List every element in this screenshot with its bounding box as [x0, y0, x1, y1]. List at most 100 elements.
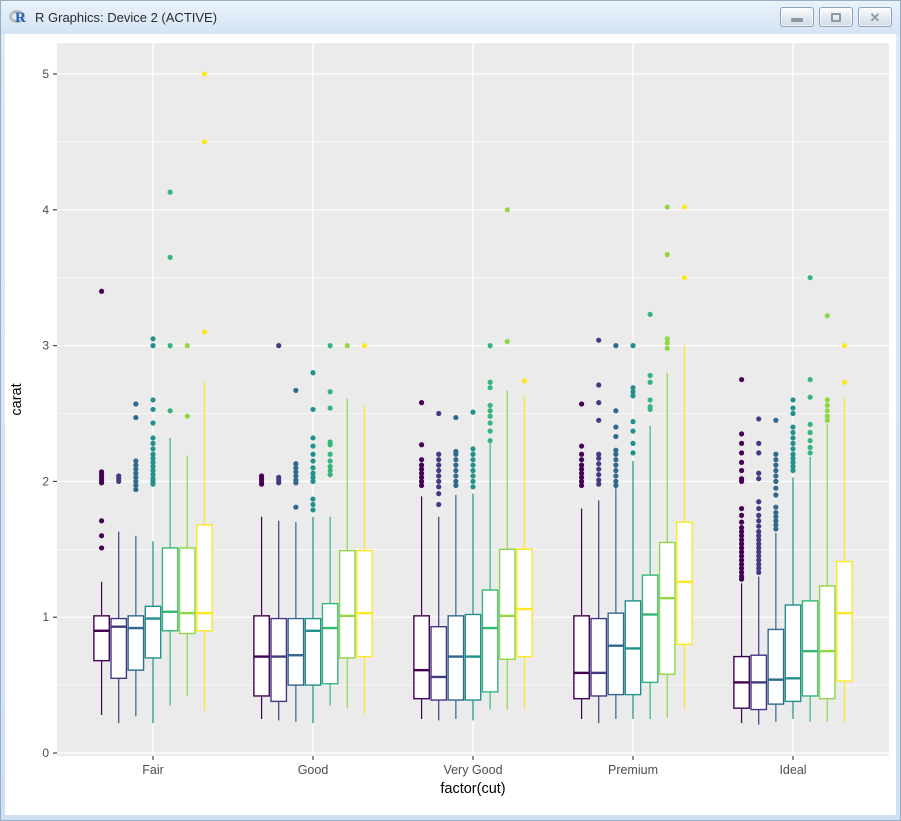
outlier-point: [487, 413, 493, 419]
maximize-button[interactable]: [819, 7, 853, 27]
outlier-point: [98, 469, 105, 475]
outlier-point: [681, 275, 688, 281]
outlier-point: [596, 466, 602, 472]
box: [516, 548, 533, 658]
outlier-point: [790, 467, 796, 474]
outlier-point: [790, 405, 796, 411]
outlier-point: [790, 446, 796, 452]
y-tick-label: 0: [42, 746, 49, 760]
box: [304, 617, 322, 686]
outlier-point: [647, 404, 653, 410]
box: [784, 604, 802, 703]
outlier-point: [470, 484, 476, 490]
boxplot-very-good-6: [498, 207, 516, 710]
outlier-point: [756, 553, 762, 559]
outlier-point: [470, 473, 476, 479]
outlier-point: [150, 467, 156, 474]
outlier-point: [487, 385, 493, 391]
outlier-point: [613, 408, 619, 414]
box: [658, 541, 676, 675]
outlier-point: [453, 467, 459, 474]
outlier-point: [824, 417, 830, 423]
outlier-point: [756, 505, 762, 512]
outlier-point: [790, 451, 796, 457]
outlier-point: [630, 343, 636, 349]
outlier-point: [790, 440, 796, 446]
outlier-point: [738, 512, 745, 518]
close-button[interactable]: ✕: [858, 7, 892, 27]
boxplot-fair-3: [127, 401, 145, 717]
box: [356, 549, 373, 658]
box: [607, 612, 625, 696]
outlier-point: [310, 501, 316, 508]
box: [590, 617, 608, 697]
outlier-point: [756, 565, 762, 571]
x-tick-label: Fair: [142, 763, 164, 777]
outlier-point: [630, 389, 636, 395]
outlier-point: [790, 459, 796, 465]
outlier-point: [470, 467, 476, 474]
outlier-point: [310, 465, 316, 471]
outlier-point: [613, 467, 619, 474]
outlier-point: [738, 541, 745, 547]
outlier-point: [150, 463, 156, 470]
outlier-point: [756, 561, 762, 567]
box: [144, 605, 162, 659]
outlier-point: [596, 337, 602, 343]
boxplot-good-4: [304, 370, 322, 724]
outlier-point: [824, 313, 830, 319]
outlier-point: [596, 382, 602, 388]
outlier-point: [310, 406, 316, 413]
outlier-point: [738, 569, 745, 575]
outlier-point: [418, 457, 425, 463]
boxplot-fair-2: [110, 473, 128, 724]
outlier-point: [738, 561, 745, 567]
outlier-point: [738, 537, 745, 543]
outlier-point: [647, 397, 653, 403]
outlier-point: [487, 379, 493, 385]
outlier-point: [453, 478, 459, 484]
outlier-point: [756, 541, 762, 547]
box: [338, 549, 356, 659]
outlier-point: [150, 420, 156, 426]
outlier-point: [150, 406, 156, 413]
boxplot-premium-3: [607, 343, 625, 720]
outlier-point: [487, 408, 493, 414]
outlier-point: [664, 336, 670, 342]
boxplot-very-good-4: [464, 409, 482, 721]
outlier-point: [436, 457, 442, 463]
outlier-point: [596, 461, 602, 467]
box: [287, 617, 305, 686]
outlier-point: [578, 451, 585, 457]
outlier-point: [841, 379, 848, 385]
outlier-point: [418, 442, 425, 448]
boxplot-fair-7: [196, 71, 213, 711]
outlier-point: [807, 429, 813, 436]
outlier-point: [756, 523, 762, 529]
outlier-point: [738, 553, 745, 559]
outlier-point: [613, 462, 619, 468]
outlier-point: [738, 545, 745, 551]
outlier-point: [150, 440, 156, 446]
outlier-point: [630, 440, 636, 446]
outlier-point: [738, 505, 745, 512]
plot-canvas: 0 1 2 3 4 5 Fair Good Very Good Premium Ideal facto…: [5, 34, 896, 815]
boxplot-premium-1: [573, 401, 590, 720]
outlier-point: [578, 466, 585, 472]
outlier-point: [133, 462, 139, 468]
outlier-point: [596, 472, 602, 478]
outlier-point: [756, 549, 762, 555]
outlier-point: [436, 410, 442, 417]
outlier-point: [436, 473, 442, 479]
boxplot-good-6: [338, 343, 356, 709]
outlier-point: [293, 465, 299, 471]
outlier-point: [773, 526, 779, 532]
box: [110, 617, 128, 680]
outlier-point: [738, 557, 745, 563]
outlier-point: [738, 450, 745, 456]
outlier-point: [453, 448, 459, 455]
outlier-point: [167, 254, 173, 260]
titlebar[interactable]: R R Graphics: Device 2 (ACTIVE) ✕: [1, 1, 900, 34]
minimize-button[interactable]: [780, 7, 814, 27]
outlier-point: [756, 569, 762, 575]
